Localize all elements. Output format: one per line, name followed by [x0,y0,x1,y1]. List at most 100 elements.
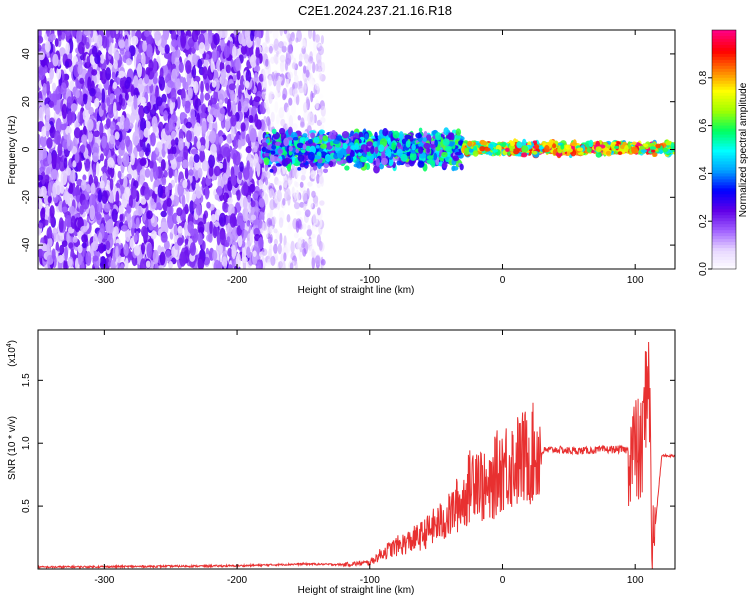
heatmap-cell [263,123,267,132]
heatmap-cell [157,245,162,254]
heatmap-cell [106,30,111,38]
heatmap-cell [52,151,57,165]
heatmap-cell [47,237,53,247]
heatmap-cell [244,80,250,89]
heatmap-cell [178,138,184,151]
heatmap-cell [227,197,233,204]
heatmap-cell [265,58,269,67]
heatmap-cell [56,98,62,113]
heatmap-cell [130,111,136,124]
heatmap-cell [87,76,92,92]
heatmap-cell [65,61,69,68]
heatmap-cell [238,171,243,181]
heatmap-cell [292,88,299,98]
heatmap-cell [313,136,320,144]
heatmap-cell [171,257,177,265]
heatmap-cell [272,30,279,41]
heatmap-cell [278,41,284,49]
heatmap-cell [123,243,129,257]
heatmap-cell [132,169,138,180]
heatmap-cell [66,96,73,109]
heatmap-cell [292,113,296,122]
heatmap-cell [38,148,44,162]
heatmap-cell [137,62,143,78]
heatmap-cell [278,107,285,119]
heatmap-cell [67,258,73,267]
heatmap-cell [63,157,68,169]
heatmap-cell [124,135,131,148]
heatmap-cell [297,115,301,121]
heatmap-cell [278,261,283,269]
heatmap-cell [299,163,305,168]
heatmap-cell [190,148,198,155]
heatmap-cell [210,143,217,156]
heatmap-cell [206,114,214,124]
heatmap-cell [145,260,151,268]
heatmap-cell [325,155,332,161]
heatmap-cell [294,74,299,83]
heatmap-cell [378,144,385,152]
heatmap-cell [202,66,208,80]
heatmap-cell [172,146,177,155]
heatmap-cell [311,190,316,198]
heatmap-cell [133,234,138,243]
heatmap-cell [87,118,94,131]
heatmap-cell [287,194,291,206]
heatmap-cell [455,128,462,136]
heatmap-cell [314,199,319,208]
heatmap-cell [101,166,108,173]
heatmap-cell [155,85,159,100]
heatmap-cell [293,189,298,200]
heatmap-cell [72,30,77,38]
heatmap-cell [303,102,308,113]
heatmap-cell [197,167,203,179]
heatmap-cell [171,159,177,170]
heatmap-cell [41,243,47,252]
heatmap-cell [199,136,206,147]
heatmap-cell [286,214,291,223]
heatmap-cell [47,196,52,204]
heatmap-cell [227,247,233,257]
heatmap-cell [263,157,270,166]
heatmap-cell [302,65,307,74]
heatmap-cell [167,80,174,88]
heatmap-cell [156,202,162,210]
heatmap-cell [257,237,264,249]
heatmap-cell [66,167,71,176]
heatmap-cell [64,191,70,205]
heatmap-cell [154,262,159,269]
heatmap-cell [77,244,83,254]
heatmap-cell [298,53,303,62]
heatmap-cell [382,128,389,137]
heatmap-cell [240,221,245,231]
heatmap-cell [145,34,154,46]
heatmap-cell [101,135,107,149]
heatmap-cell [212,250,218,261]
heatmap-cell [206,201,211,209]
heatmap-cell [307,238,314,245]
heatmap-cell [126,211,132,223]
heatmap-cell [165,250,171,258]
heatmap-cell [124,186,131,201]
heatmap-cell [133,227,141,234]
heatmap-cell [308,30,313,40]
heatmap-cell [318,93,324,99]
heatmap-cell [55,117,62,134]
heatmap-cell [91,241,99,251]
heatmap-cell [209,221,213,234]
heatmap-cell [283,204,287,212]
heatmap-cell [308,78,314,85]
heatmap-cell [197,58,203,69]
heatmap-cell [86,55,90,68]
heatmap-cell [119,213,124,222]
heatmap-cell [443,127,450,136]
heatmap-cell [184,203,189,214]
heatmap-cell [210,58,215,73]
heatmap-cell [270,153,275,163]
heatmap-cell [195,30,201,36]
heatmap-cell [273,243,278,254]
heatmap-cell [184,103,191,114]
heatmap-cell [109,178,114,191]
heatmap-cell [315,254,321,266]
